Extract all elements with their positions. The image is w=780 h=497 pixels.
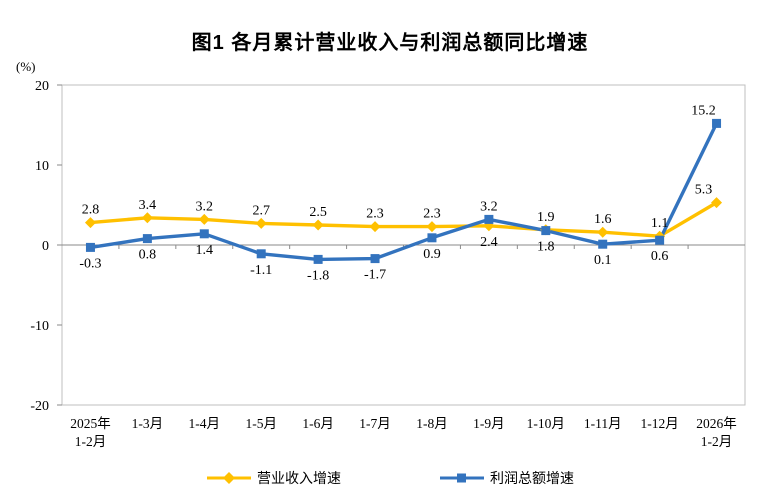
series-1-marker <box>256 249 266 259</box>
x-tick-label: 1-3月 <box>132 416 164 431</box>
x-tick-label: 1-11月 <box>584 416 622 431</box>
revenue-line-swatch-icon <box>207 472 251 484</box>
series-1-line <box>88 121 719 262</box>
legend-label-profit: 利润总额增速 <box>490 472 574 487</box>
data-label: 5.3 <box>695 183 713 198</box>
series-0-marker <box>369 221 381 233</box>
chart-title: 图1 各月累计营业收入与利润总额同比增速 <box>191 32 589 54</box>
data-label: 3.2 <box>480 199 498 214</box>
legend-item-profit: 利润总额增速 <box>439 468 574 488</box>
y-tick-label: -20 <box>30 399 49 414</box>
data-label: -1.8 <box>307 268 329 283</box>
data-label: 2.8 <box>82 203 100 218</box>
series-0-marker <box>141 212 153 224</box>
data-label: 3.2 <box>196 199 214 214</box>
series-1-marker <box>484 214 494 224</box>
series-0-line <box>88 200 719 238</box>
y-tick-label: 20 <box>35 79 49 94</box>
data-label: 0.8 <box>139 248 157 263</box>
series-1-marker <box>427 233 437 243</box>
data-label: 0.6 <box>651 249 669 264</box>
data-label: 2.7 <box>252 203 270 218</box>
x-tick-label: 1-6月 <box>302 416 334 431</box>
data-label: 1.6 <box>594 212 612 227</box>
series-1-marker <box>142 234 152 244</box>
x-tick-label: 1-9月 <box>473 416 505 431</box>
y-tick-label: 10 <box>35 159 49 174</box>
series-0-marker <box>426 221 438 233</box>
series-0-marker <box>711 197 723 209</box>
x-tick-label: 2026年 <box>696 416 737 431</box>
series-0-marker <box>198 213 210 225</box>
series-0-marker <box>255 217 267 229</box>
series-0-marker <box>84 217 96 229</box>
data-label: 1.9 <box>537 210 555 225</box>
data-label: 1.8 <box>537 240 555 255</box>
data-label: -1.7 <box>364 268 386 283</box>
x-tick-label: 1-7月 <box>359 416 391 431</box>
series-1-marker <box>598 239 608 249</box>
data-label: 2.4 <box>480 235 498 250</box>
series-1-marker <box>313 254 323 264</box>
series-1-marker <box>541 226 551 236</box>
y-tick-label: -10 <box>30 319 49 334</box>
series-1-marker <box>655 235 665 245</box>
y-axis-unit-label: (%) <box>16 59 36 74</box>
data-label: 15.2 <box>691 103 716 118</box>
data-label: -1.1 <box>250 263 272 278</box>
x-tick-label: 1-10月 <box>527 416 565 431</box>
x-tick-label: 1-4月 <box>189 416 221 431</box>
data-label: 2.3 <box>366 207 384 222</box>
series-1-marker <box>370 254 380 264</box>
x-tick-label: 1-12月 <box>641 416 679 431</box>
profit-line-swatch-icon <box>440 473 484 483</box>
series-0-marker <box>312 219 324 231</box>
series-1-marker <box>199 229 209 239</box>
series-1-marker <box>85 242 95 252</box>
x-tick-label: 1-2月 <box>701 434 733 449</box>
data-label: 0.9 <box>423 247 441 262</box>
data-label: 0.1 <box>594 253 612 268</box>
data-label: 3.4 <box>139 198 157 213</box>
data-label: 1.1 <box>651 216 669 231</box>
legend-label-revenue: 营业收入增速 <box>257 472 341 487</box>
legend-item-revenue: 营业收入增速 <box>206 468 341 488</box>
chart-legend: 营业收入增速 利润总额增速 <box>0 468 780 488</box>
x-tick-label: 1-2月 <box>75 434 107 449</box>
series-0-marker <box>597 226 609 238</box>
x-tick-label: 1-8月 <box>416 416 448 431</box>
y-tick-label: 0 <box>42 239 49 254</box>
x-tick-label: 2025年 <box>70 416 111 431</box>
data-label: -0.3 <box>79 256 101 271</box>
series-1-marker <box>712 118 722 128</box>
data-label: 2.5 <box>309 205 327 220</box>
x-tick-label: 1-5月 <box>245 416 277 431</box>
data-label: 2.3 <box>423 207 441 222</box>
data-label: 1.4 <box>196 243 214 258</box>
